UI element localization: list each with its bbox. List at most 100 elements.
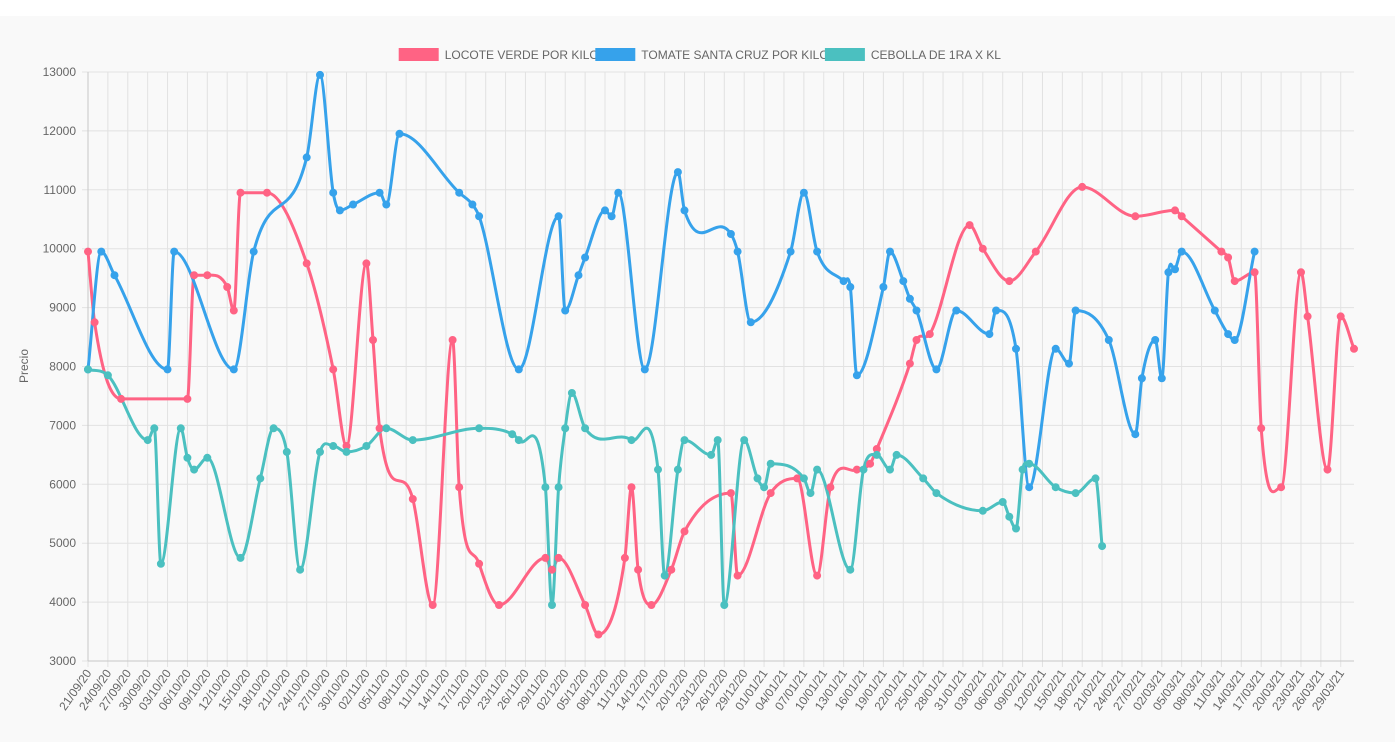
data-point [541, 553, 550, 562]
data-point [594, 630, 603, 639]
data-point [97, 247, 106, 256]
data-point [839, 277, 848, 286]
data-point [183, 394, 192, 403]
data-point [978, 244, 987, 253]
data-point [1303, 312, 1312, 321]
data-point [1210, 306, 1219, 315]
legend-item-2[interactable]: TOMATE SANTA CRUZ POR KILO [595, 48, 829, 62]
data-point [1151, 336, 1160, 344]
data-point [382, 200, 391, 209]
data-point [581, 601, 590, 609]
data-point [799, 188, 808, 197]
data-point [455, 483, 464, 492]
data-point [428, 601, 437, 609]
legend-item-1[interactable]: LOCOTE VERDE POR KILO [398, 48, 599, 62]
data-point [163, 365, 172, 374]
data-point [1025, 483, 1034, 492]
data-point [236, 188, 245, 197]
x-tick-labels: 21/09/2024/09/2027/09/2030/09/2003/10/20… [56, 666, 1347, 713]
data-point [329, 365, 338, 374]
data-point [614, 188, 623, 197]
data-point [369, 336, 377, 344]
data-point [229, 306, 238, 315]
data-point [475, 212, 484, 221]
y-tick-label: 7000 [49, 418, 76, 432]
data-point [548, 601, 556, 609]
data-point [316, 447, 324, 456]
data-point [190, 271, 199, 280]
data-point [514, 436, 523, 445]
y-tick-label: 11000 [44, 183, 77, 197]
data-point [766, 489, 775, 498]
data-point [707, 450, 716, 459]
data-point [514, 365, 523, 374]
data-point [998, 498, 1007, 506]
data-point [1031, 247, 1040, 256]
data-point [302, 153, 311, 162]
data-point [362, 442, 371, 450]
data-point [620, 553, 629, 562]
y-tick-label: 4000 [49, 595, 76, 609]
data-point [1323, 465, 1332, 474]
legend-swatch [595, 48, 636, 61]
data-point [733, 571, 742, 580]
y-tick-label: 5000 [49, 536, 76, 550]
data-point [905, 359, 914, 368]
legend-swatch [398, 48, 439, 61]
data-point [236, 553, 245, 562]
data-point [574, 271, 583, 280]
legend-label: CEBOLLA DE 1RA X KL [871, 48, 1001, 62]
data-point [1230, 336, 1239, 344]
data-point [1012, 344, 1020, 353]
data-point [813, 247, 822, 256]
data-point [1277, 483, 1286, 492]
data-point [753, 474, 762, 483]
y-tick-label: 13000 [43, 65, 77, 79]
data-point [919, 474, 928, 483]
data-point [627, 436, 636, 445]
data-point [581, 253, 590, 262]
data-point [1177, 247, 1186, 256]
legend-label: LOCOTE VERDE POR KILO [445, 48, 599, 62]
data-point [673, 465, 682, 474]
legend-item-3[interactable]: CEBOLLA DE 1RA X KL [824, 48, 1001, 62]
data-point [1018, 465, 1027, 474]
y-axis-title: Precio [17, 349, 31, 383]
data-point [296, 565, 305, 574]
data-point [249, 247, 258, 256]
data-point [859, 465, 868, 474]
y-tick-label: 10000 [43, 242, 77, 256]
data-point [554, 553, 563, 562]
data-point [1071, 489, 1080, 498]
data-point [713, 436, 722, 445]
data-point [726, 230, 735, 238]
data-point [581, 424, 590, 433]
data-point [1336, 312, 1345, 321]
data-point [382, 424, 391, 433]
data-point [1091, 474, 1100, 483]
data-point [150, 424, 159, 433]
data-point [362, 259, 371, 268]
data-point [170, 247, 179, 256]
data-point [1131, 430, 1140, 439]
series-points [84, 70, 1358, 639]
data-point [1051, 483, 1060, 492]
data-point [1137, 374, 1146, 383]
data-point [176, 424, 185, 433]
data-point [90, 318, 99, 327]
data-point [1157, 374, 1166, 383]
data-point [760, 483, 769, 492]
data-point [978, 506, 987, 515]
data-point [1131, 212, 1140, 221]
data-point [667, 565, 676, 574]
data-point [1297, 268, 1305, 277]
data-point [892, 450, 901, 459]
data-point [654, 465, 662, 474]
data-point [229, 365, 238, 374]
data-point [541, 483, 550, 492]
data-point [680, 436, 689, 445]
legend[interactable]: LOCOTE VERDE POR KILO TOMATE SANTA CRUZ P… [398, 48, 1002, 62]
data-point [886, 465, 894, 474]
data-point [1005, 512, 1014, 521]
data-point [117, 394, 126, 403]
